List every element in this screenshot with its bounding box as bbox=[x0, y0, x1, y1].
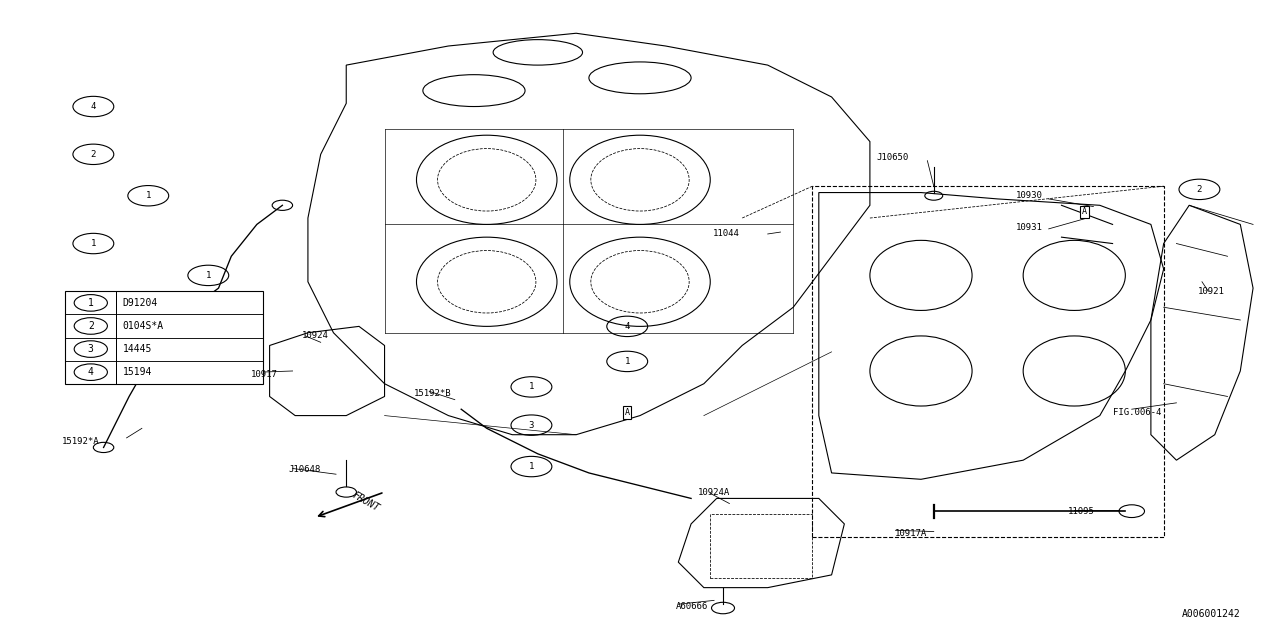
Text: D91204: D91204 bbox=[123, 298, 157, 308]
Text: 3: 3 bbox=[88, 344, 93, 354]
Text: 2: 2 bbox=[91, 150, 96, 159]
Text: 10924A: 10924A bbox=[698, 488, 730, 497]
Text: 3: 3 bbox=[529, 420, 534, 429]
Text: 2: 2 bbox=[1197, 185, 1202, 194]
Text: 1: 1 bbox=[88, 298, 93, 308]
Text: 15192*A: 15192*A bbox=[63, 436, 100, 445]
Text: 1: 1 bbox=[625, 357, 630, 366]
Text: 11044: 11044 bbox=[713, 230, 740, 239]
Text: 10924: 10924 bbox=[302, 332, 329, 340]
Text: 10917: 10917 bbox=[251, 370, 278, 379]
Text: FIG.006-4: FIG.006-4 bbox=[1112, 408, 1161, 417]
Text: 1: 1 bbox=[146, 191, 151, 200]
Text: J10650: J10650 bbox=[876, 153, 909, 162]
Text: 4: 4 bbox=[91, 102, 96, 111]
Text: A: A bbox=[625, 408, 630, 417]
Text: 2: 2 bbox=[88, 321, 93, 331]
Text: 4: 4 bbox=[88, 367, 93, 377]
Text: J10648: J10648 bbox=[289, 465, 321, 474]
Text: 11095: 11095 bbox=[1068, 507, 1094, 516]
Text: 4: 4 bbox=[625, 322, 630, 331]
Text: 1: 1 bbox=[91, 239, 96, 248]
Text: FRONT: FRONT bbox=[351, 490, 380, 513]
Text: 10921: 10921 bbox=[1198, 287, 1225, 296]
Text: 1: 1 bbox=[206, 271, 211, 280]
Text: A: A bbox=[1082, 207, 1087, 216]
FancyBboxPatch shape bbox=[65, 291, 264, 384]
Text: 15192*B: 15192*B bbox=[413, 388, 452, 398]
Text: 15194: 15194 bbox=[123, 367, 152, 377]
Text: 1: 1 bbox=[529, 383, 534, 392]
Text: 1: 1 bbox=[529, 462, 534, 471]
Text: 10930: 10930 bbox=[1015, 191, 1042, 200]
Text: A006001242: A006001242 bbox=[1181, 609, 1240, 620]
Text: 10931: 10931 bbox=[1015, 223, 1042, 232]
Text: A60666: A60666 bbox=[676, 602, 708, 611]
Text: 14445: 14445 bbox=[123, 344, 152, 354]
Text: 10917A: 10917A bbox=[895, 529, 928, 538]
Text: 0104S*A: 0104S*A bbox=[123, 321, 164, 331]
